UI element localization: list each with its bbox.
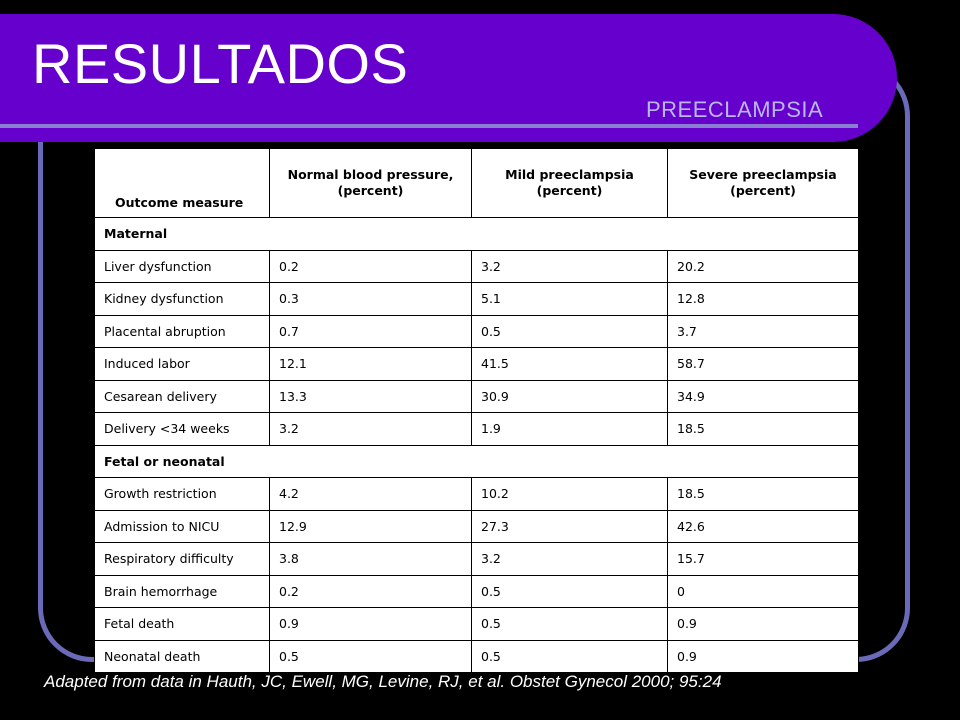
- section-row: Maternal: [94, 217, 859, 251]
- percent-cell: 3.7: [667, 314, 859, 348]
- percent-cell: 13.3: [269, 379, 472, 413]
- table-row: Admission to NICU 12.9 27.3 42.6: [94, 509, 859, 543]
- section-row: Fetal or neonatal: [94, 444, 859, 478]
- table-row: Cesarean delivery 13.3 30.9 34.9: [94, 379, 859, 413]
- percent-cell: 0.5: [471, 607, 668, 641]
- percent-cell: 3.8: [269, 542, 472, 576]
- percent-cell: 12.8: [667, 282, 859, 316]
- table-row: Induced labor 12.1 41.5 58.7: [94, 347, 859, 381]
- table-row: Liver dysfunction 0.2 3.2 20.2: [94, 249, 859, 283]
- percent-cell: 20.2: [667, 249, 859, 283]
- percent-cell: 0.9: [269, 607, 472, 641]
- percent-cell: 18.5: [667, 412, 859, 446]
- percent-cell: 18.5: [667, 477, 859, 511]
- outcome-label: Admission to NICU: [94, 509, 270, 543]
- percent-cell: 12.1: [269, 347, 472, 381]
- table-body: Maternal Liver dysfunction 0.2 3.2 20.2 Kidne…: [94, 217, 859, 673]
- outcome-label: Delivery <34 weeks: [94, 412, 270, 446]
- results-table: Outcome measure Normal blood pressure, (…: [94, 148, 859, 673]
- outcome-label: Respiratory difficulty: [94, 542, 270, 576]
- percent-cell: 15.7: [667, 542, 859, 576]
- citation: Adapted from data in Hauth, JC, Ewell, M…: [44, 672, 722, 691]
- header-outcome-measure: Outcome measure: [94, 148, 270, 218]
- table-row: Delivery <34 weeks 3.2 1.9 18.5: [94, 412, 859, 446]
- table-row: Kidney dysfunction 0.3 5.1 12.8: [94, 282, 859, 316]
- percent-cell: 0.5: [471, 314, 668, 348]
- header-mild-preeclampsia: Mild preeclampsia (percent): [471, 148, 668, 218]
- percent-cell: 0.7: [269, 314, 472, 348]
- percent-cell: 0.9: [667, 639, 859, 673]
- percent-cell: 5.1: [471, 282, 668, 316]
- header-normal-bp: Normal blood pressure, (percent): [269, 148, 472, 218]
- percent-cell: 27.3: [471, 509, 668, 543]
- section-label: Fetal or neonatal: [94, 444, 859, 478]
- section-label: Maternal: [94, 217, 859, 251]
- percent-cell: 30.9: [471, 379, 668, 413]
- percent-cell: 0.5: [471, 639, 668, 673]
- percent-cell: 0.5: [471, 574, 668, 608]
- percent-cell: 12.9: [269, 509, 472, 543]
- percent-cell: 0.2: [269, 249, 472, 283]
- outcome-label: Cesarean delivery: [94, 379, 270, 413]
- percent-cell: 0.5: [269, 639, 472, 673]
- percent-cell: 42.6: [667, 509, 859, 543]
- percent-cell: 1.9: [471, 412, 668, 446]
- percent-cell: 34.9: [667, 379, 859, 413]
- outcome-label: Growth restriction: [94, 477, 270, 511]
- outcome-label: Kidney dysfunction: [94, 282, 270, 316]
- table-row: Fetal death 0.9 0.5 0.9: [94, 607, 859, 641]
- outcome-label: Neonatal death: [94, 639, 270, 673]
- percent-cell: 10.2: [471, 477, 668, 511]
- percent-cell: 58.7: [667, 347, 859, 381]
- percent-cell: 0.2: [269, 574, 472, 608]
- table-row: Respiratory difficulty 3.8 3.2 15.7: [94, 542, 859, 576]
- table-row: Placental abruption 0.7 0.5 3.7: [94, 314, 859, 348]
- percent-cell: 3.2: [471, 542, 668, 576]
- header-severe-preeclampsia: Severe preeclampsia (percent): [667, 148, 859, 218]
- slide-title: RESULTADOS: [32, 32, 409, 95]
- title-bar: [0, 14, 897, 142]
- table-row: Neonatal death 0.5 0.5 0.9: [94, 639, 859, 673]
- outcome-label: Induced labor: [94, 347, 270, 381]
- percent-cell: 0.3: [269, 282, 472, 316]
- title-underline: [0, 124, 858, 128]
- percent-cell: 3.2: [471, 249, 668, 283]
- percent-cell: 0: [667, 574, 859, 608]
- table-header-row: Outcome measure Normal blood pressure, (…: [94, 148, 859, 218]
- table-row: Brain hemorrhage 0.2 0.5 0: [94, 574, 859, 608]
- outcome-label: Placental abruption: [94, 314, 270, 348]
- percent-cell: 41.5: [471, 347, 668, 381]
- slide-subtitle: PREECLAMPSIA: [646, 97, 824, 122]
- table-row: Growth restriction 4.2 10.2 18.5: [94, 477, 859, 511]
- outcome-label: Brain hemorrhage: [94, 574, 270, 608]
- percent-cell: 0.9: [667, 607, 859, 641]
- percent-cell: 3.2: [269, 412, 472, 446]
- outcome-label: Fetal death: [94, 607, 270, 641]
- percent-cell: 4.2: [269, 477, 472, 511]
- outcome-label: Liver dysfunction: [94, 249, 270, 283]
